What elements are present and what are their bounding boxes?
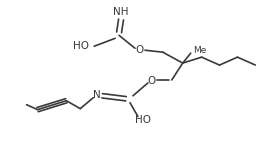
Text: O: O	[148, 76, 156, 86]
Text: N: N	[93, 90, 101, 100]
Text: Me: Me	[193, 46, 206, 55]
Text: O: O	[136, 45, 144, 55]
Text: HO: HO	[135, 114, 151, 125]
Text: NH: NH	[113, 7, 129, 17]
Text: HO: HO	[73, 41, 89, 51]
